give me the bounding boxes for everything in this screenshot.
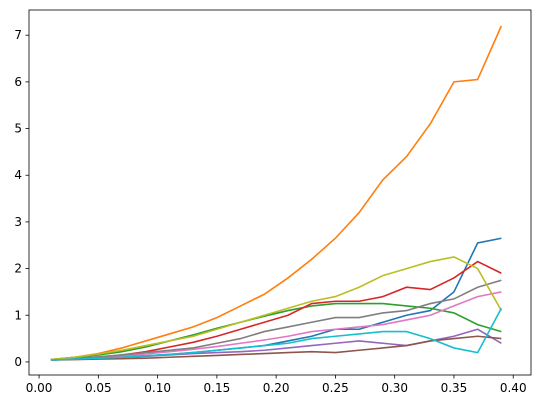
y-tick-label: 1 [14,308,22,322]
y-tick-label: 2 [14,262,22,276]
axes-frame [28,9,532,376]
series-line [50,237,502,361]
x-tick-label: 0.25 [322,381,349,395]
series-line [50,279,502,361]
series-line [50,291,502,361]
x-tick-label: 0.40 [500,381,527,395]
series-line [50,256,503,361]
series-line [50,307,503,361]
series-line [50,335,502,361]
y-tick-label: 6 [14,75,22,89]
x-tick-label: 0.35 [441,381,468,395]
y-tick-label: 7 [14,28,22,42]
y-tick-label: 5 [14,122,22,136]
x-tick-label: 0.00 [26,381,53,395]
x-tick-label: 0.10 [144,381,171,395]
series-line [50,25,503,361]
x-tick-label: 0.05 [85,381,112,395]
y-tick-label: 4 [14,168,22,182]
x-tick-label: 0.15 [204,381,231,395]
series-line [50,302,502,361]
x-tick-label: 0.30 [381,381,408,395]
x-tick-label: 0.20 [263,381,290,395]
y-tick-label: 0 [14,355,22,369]
y-tick-label: 3 [14,215,22,229]
